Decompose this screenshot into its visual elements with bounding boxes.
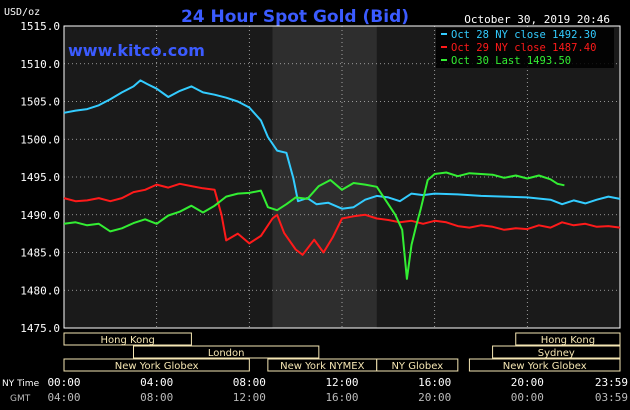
- x-tick-label-gmt: 03:59: [595, 391, 628, 404]
- session-label: London: [208, 348, 245, 359]
- y-tick-label: 1515.0: [20, 20, 60, 33]
- y-tick-label: 1485.0: [20, 247, 60, 260]
- plot-area: [63, 25, 621, 329]
- series-line-2: [63, 182, 621, 256]
- x-tick-label-gmt: 16:00: [325, 391, 358, 404]
- x-tick-label-ny: 20:00: [511, 376, 544, 389]
- y-tick-label: 1495.0: [20, 171, 60, 184]
- x-tick-label-gmt: 04:00: [47, 391, 80, 404]
- y-tick-label: 1505.0: [20, 96, 60, 109]
- y-axis-unit-label: USD/oz: [4, 7, 40, 18]
- session-box: [63, 332, 192, 346]
- x-tick-label-ny: 04:00: [140, 376, 173, 389]
- session-label: NY Globex: [391, 361, 443, 372]
- legend-entry: Oct 30 Last 1493.50: [451, 55, 571, 67]
- session-box: [133, 345, 320, 359]
- series-line-1: [63, 79, 621, 210]
- session-box: [492, 345, 621, 359]
- x-tick-label-gmt: 12:00: [233, 391, 266, 404]
- website-watermark: www.kitco.com: [68, 41, 205, 60]
- session-label: New York Globex: [115, 361, 199, 372]
- legend-background: [436, 28, 614, 68]
- session-label: New York NYMEX: [280, 361, 365, 372]
- x-tick-label-ny: 00:00: [47, 376, 80, 389]
- session-label: Hong Kong: [541, 335, 595, 346]
- session-label: Sydney: [538, 348, 575, 359]
- x-tick-label-ny: 08:00: [233, 376, 266, 389]
- x-tick-label-gmt: 20:00: [418, 391, 451, 404]
- x-tick-label-gmt: 00:00: [511, 391, 544, 404]
- session-box: [468, 358, 621, 372]
- session-label: New York Globex: [503, 361, 587, 372]
- x-axis-row-label-gmt: GMT: [10, 394, 31, 404]
- legend-entry: Oct 28 NY close 1492.30: [451, 29, 596, 41]
- y-tick-label: 1500.0: [20, 133, 60, 146]
- session-box: [376, 358, 459, 372]
- x-tick-label-ny: 12:00: [325, 376, 358, 389]
- trading-sessions: Hong Kong London New York Globex New York N…: [63, 332, 621, 372]
- x-axis-row-label-ny: NY Time: [2, 379, 40, 389]
- x-tick-label-gmt: 08:00: [140, 391, 173, 404]
- series-line-3: [63, 171, 565, 280]
- axes: 1475.0 1480.0 1485.0 1490.0 1495.0 1500.0 1505…: [2, 20, 628, 404]
- plot-frame: [63, 25, 621, 329]
- session-box: [63, 358, 250, 372]
- series-layer: [63, 79, 621, 280]
- y-tick-label: 1510.0: [20, 58, 60, 71]
- session-box: [515, 332, 621, 346]
- y-tick-label: 1490.0: [20, 209, 60, 222]
- session-label: Hong Kong: [101, 335, 155, 346]
- y-tick-label: 1480.0: [20, 284, 60, 297]
- x-tick-label-ny: 23:59: [595, 376, 628, 389]
- legend-entry: Oct 29 NY close 1487.40: [451, 42, 596, 54]
- chart-title: 24 Hour Spot Gold (Bid): [181, 7, 409, 27]
- chart-datetime: October 30, 2019 20:46: [464, 13, 610, 26]
- x-tick-label-ny: 16:00: [418, 376, 451, 389]
- y-tick-label: 1475.0: [20, 322, 60, 335]
